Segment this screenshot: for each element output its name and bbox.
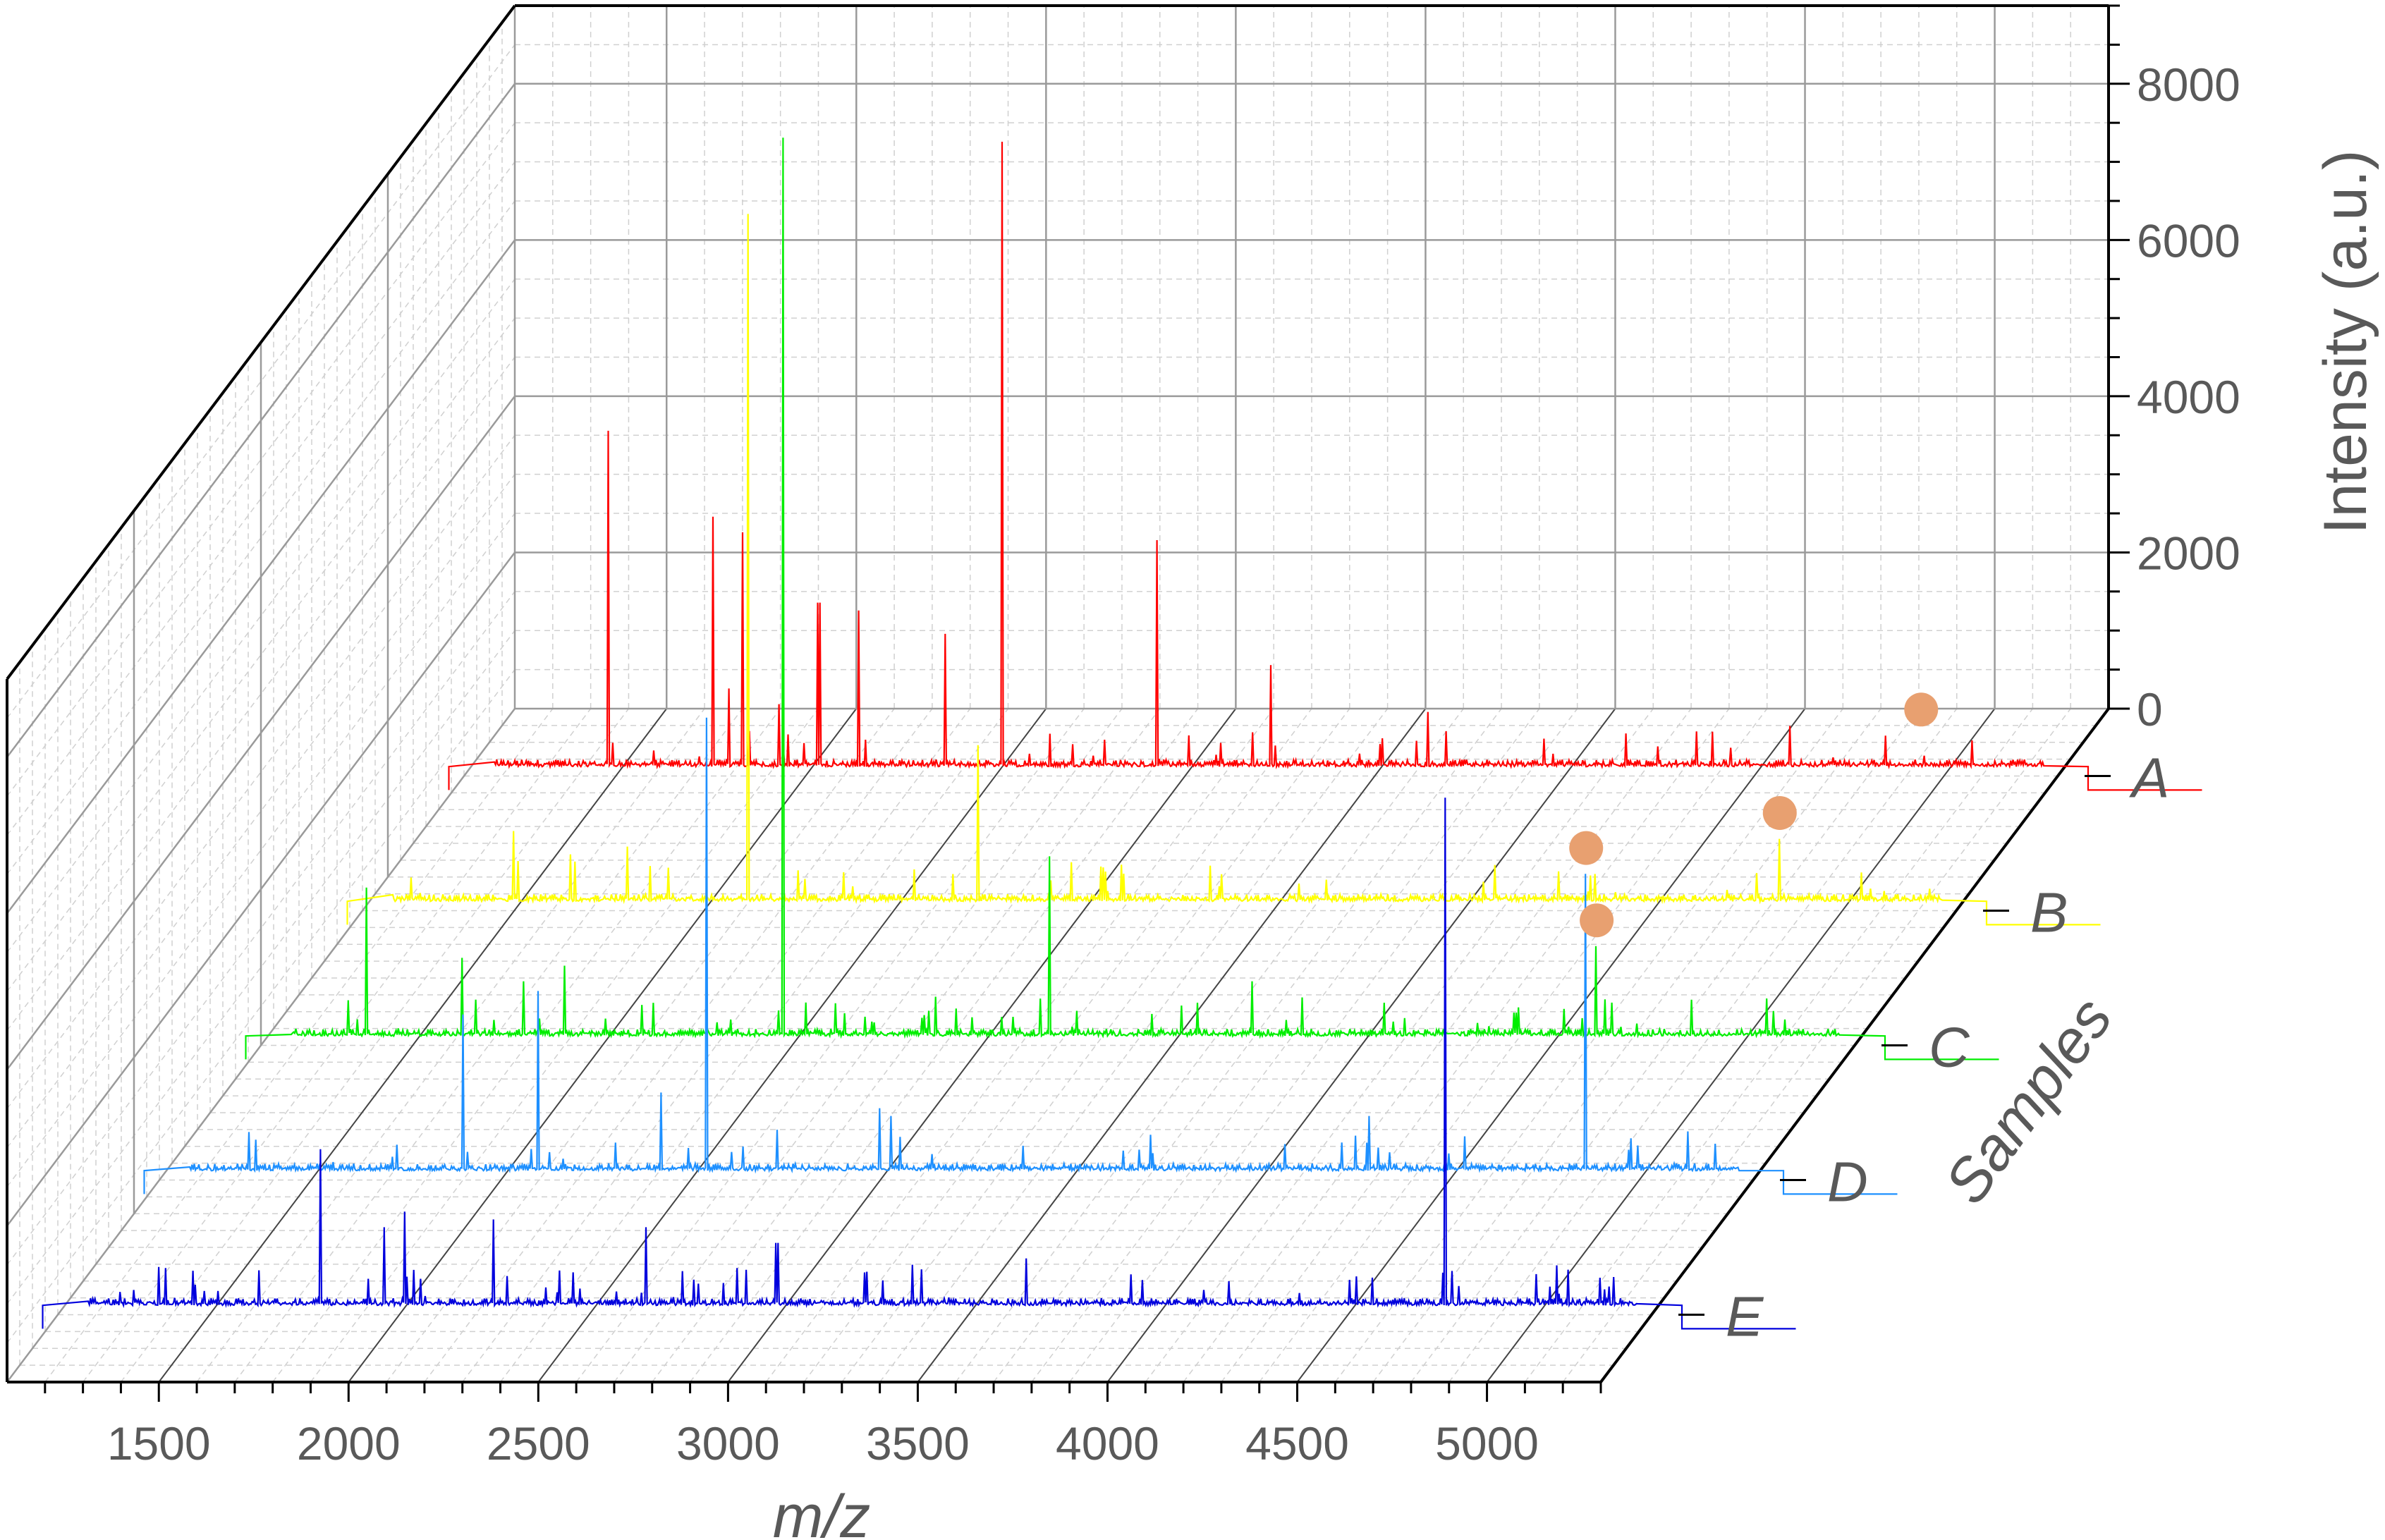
side-grid-line — [6, 200, 516, 875]
floor-major-line — [1486, 708, 1996, 1383]
side-grid-line — [6, 434, 516, 1109]
floor-grid-line — [424, 708, 933, 1383]
side-grid-line — [6, 513, 516, 1187]
side-grid-line — [6, 161, 516, 836]
floor-grid-line — [310, 708, 819, 1383]
spectrum-B — [346, 214, 2101, 926]
axis-frame — [6, 4, 2110, 1383]
y-axis-title: Intensity (a.u.) — [2312, 150, 2379, 534]
side-major-line — [6, 708, 516, 1383]
side-grid-line — [6, 474, 516, 1149]
side-grid-line — [6, 44, 516, 719]
floor-grid-line — [1031, 708, 1540, 1383]
sample-tick-label: D — [1827, 1151, 1868, 1214]
top-left-edge — [6, 4, 516, 680]
floor-grid-line — [614, 708, 1123, 1383]
floor-grid-line — [1410, 708, 1920, 1383]
spectrum-A — [448, 141, 2202, 791]
y-tick-label: 0 — [2137, 683, 2163, 735]
side-major-line — [6, 396, 516, 1070]
floor-grid-line — [765, 708, 1274, 1383]
back-wall-minor-grid — [514, 5, 2109, 709]
floor-grid-line — [196, 708, 705, 1383]
floor-grid-line — [499, 708, 1009, 1383]
floor-grid-line — [993, 708, 1502, 1383]
floor-grid-line — [575, 708, 1085, 1383]
floor-grid-line — [1221, 708, 1730, 1383]
peak-marker-A — [1904, 692, 1939, 727]
x-tick-label: 1500 — [107, 1417, 211, 1469]
x-axis-ticks: 1500 2000 2500 3000 3500 4000 4500 5000 — [44, 1382, 1602, 1469]
side-major-line — [6, 83, 516, 758]
floor-major-line — [158, 708, 668, 1383]
spectrum-E — [42, 798, 1796, 1330]
side-grid-line — [6, 630, 516, 1304]
sample-tick-label: B — [2030, 881, 2068, 944]
floor-grid-line — [1448, 708, 1958, 1383]
floor-grid-line — [841, 708, 1350, 1383]
floor-grid-line — [120, 708, 630, 1383]
sample-tick-label: C — [1929, 1016, 1970, 1079]
x-tick-label: 5000 — [1435, 1417, 1539, 1469]
sample-tick-label: E — [1726, 1285, 1764, 1348]
side-grid-line — [6, 591, 516, 1266]
spectrum-D — [143, 717, 1898, 1195]
floor-grid-line — [462, 708, 971, 1383]
side-major-line — [6, 239, 516, 915]
x-tick-label: 2000 — [297, 1417, 401, 1469]
back-wall-major-grid — [515, 6, 2109, 710]
side-grid-line — [6, 279, 516, 953]
x-tick-label: 4000 — [1056, 1417, 1159, 1469]
x-axis-title: m/z — [773, 1483, 871, 1540]
floor-grid-line — [44, 708, 554, 1383]
floor-grid-line — [879, 708, 1389, 1383]
x-tick-label: 3500 — [866, 1417, 970, 1469]
spectra — [42, 138, 2202, 1330]
peak-marker-B — [1762, 795, 1797, 830]
floor-major-grid — [158, 708, 1996, 1383]
floor-grid-line — [1372, 708, 1881, 1383]
sample-axis-ticks: A B C D E — [1678, 747, 2169, 1348]
y-tick-label: 6000 — [2137, 214, 2240, 267]
floor-grid-line — [1145, 708, 1654, 1383]
floor-major-line — [727, 708, 1237, 1383]
floor-major-line — [348, 708, 858, 1383]
y-tick-label: 4000 — [2137, 371, 2240, 423]
floor-grid-line — [1259, 708, 1768, 1383]
y-axis-ticks: 0 2000 4000 6000 8000 — [2109, 4, 2240, 735]
side-grid-line — [6, 357, 516, 1031]
side-grid-line — [6, 317, 516, 992]
peak-marker-C — [1580, 903, 1614, 938]
x-tick-label: 3000 — [676, 1417, 780, 1469]
peak-markers — [1569, 692, 1939, 938]
y-tick-label: 8000 — [2137, 59, 2240, 111]
floor-grid-line — [1183, 708, 1692, 1383]
floor-major-line — [917, 708, 1427, 1383]
floor-grid-line — [1562, 708, 2071, 1383]
y-tick-label: 2000 — [2137, 527, 2240, 579]
floor-grid-line — [1334, 708, 1843, 1383]
floor-grid-line — [272, 708, 781, 1383]
floor-grid-line — [955, 708, 1464, 1383]
floor-grid-line — [803, 708, 1312, 1383]
floor-major-line — [537, 708, 1047, 1383]
side-major-line — [6, 551, 516, 1227]
floor-grid-line — [1524, 708, 2033, 1383]
floor-major-line — [1296, 708, 1806, 1383]
side-grid-line — [6, 669, 516, 1344]
x-tick-label: 2500 — [487, 1417, 590, 1469]
side-grid-line — [6, 122, 516, 797]
sample-axis-line — [1599, 707, 2110, 1383]
floor-grid-line — [83, 708, 592, 1383]
floor-grid-line — [386, 708, 895, 1383]
sample-tick-label: A — [2129, 747, 2169, 809]
floor-grid-line — [1069, 708, 1578, 1383]
peak-marker-D — [1569, 831, 1604, 865]
floor-major-line — [1106, 708, 1616, 1383]
x-tick-label: 4500 — [1245, 1417, 1349, 1469]
